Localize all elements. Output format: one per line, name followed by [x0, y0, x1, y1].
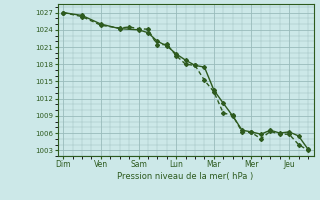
X-axis label: Pression niveau de la mer( hPa ): Pression niveau de la mer( hPa )	[117, 172, 254, 181]
